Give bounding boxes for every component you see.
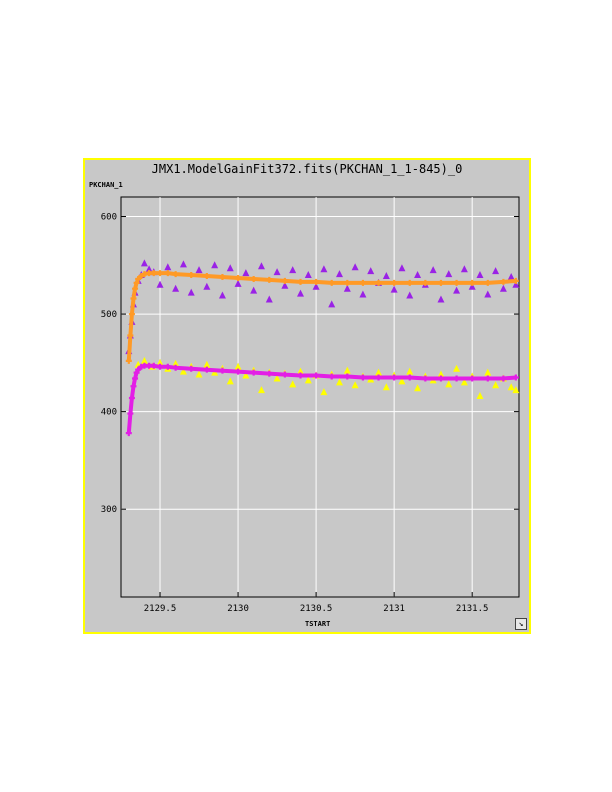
chart: 2129.5 2130 2130.5 2131 2131.5 300 400 500 600 bbox=[101, 196, 520, 614]
series-2-point bbox=[382, 383, 390, 391]
series-2-point bbox=[414, 384, 422, 392]
x-axis-label: TSTART bbox=[305, 620, 331, 628]
series-2-point bbox=[375, 368, 383, 376]
series-2-point bbox=[437, 370, 445, 378]
x-tick-label: 2129.5 bbox=[144, 604, 177, 614]
y-tick-label: 600 bbox=[101, 213, 117, 223]
series-0-point bbox=[437, 295, 445, 303]
series-2-point bbox=[304, 376, 312, 384]
series-0-point bbox=[179, 260, 187, 268]
resize-handle-icon[interactable]: ↘ bbox=[515, 618, 527, 630]
series-0-point bbox=[265, 295, 273, 303]
y-tick-label: 500 bbox=[101, 310, 117, 320]
series-2-point bbox=[351, 381, 359, 389]
x-tick-label: 2131.5 bbox=[456, 604, 489, 614]
series-2-point bbox=[507, 383, 515, 391]
series-0-point bbox=[476, 271, 484, 279]
window-title: JMX1.ModelGainFit372.fits(PKCHAN_1_1-845… bbox=[151, 162, 463, 176]
series-0-point bbox=[382, 272, 390, 280]
plot-frame bbox=[120, 196, 520, 598]
series-1-fit-line bbox=[126, 271, 517, 362]
series-0-point bbox=[453, 286, 461, 294]
series-2-point bbox=[289, 380, 297, 388]
series-2-point bbox=[140, 356, 148, 364]
series-2-point bbox=[406, 367, 414, 375]
series-0-point bbox=[203, 282, 211, 290]
series-0-point bbox=[289, 266, 297, 274]
series-0-point bbox=[484, 290, 492, 298]
series-2-point bbox=[492, 381, 500, 389]
y-tick-label: 300 bbox=[101, 505, 117, 515]
series-2-point bbox=[234, 362, 242, 370]
series-0-point bbox=[257, 262, 265, 270]
series-2-point bbox=[273, 374, 281, 382]
series-0-point bbox=[226, 264, 234, 272]
series-2-point bbox=[203, 360, 211, 368]
series-0-point bbox=[460, 265, 468, 273]
series-2-point bbox=[195, 370, 203, 378]
series-0-point bbox=[320, 265, 328, 273]
x-tick-label: 2130 bbox=[227, 604, 249, 614]
series-0-point bbox=[242, 269, 250, 277]
series-0-point bbox=[211, 261, 219, 269]
series-0-point bbox=[390, 285, 398, 293]
series-2-point bbox=[179, 367, 187, 375]
series-3-fit-line bbox=[126, 363, 517, 434]
series-2-point bbox=[343, 366, 351, 374]
series-0-point bbox=[468, 282, 476, 290]
series-0-point bbox=[304, 271, 312, 279]
series-0-point bbox=[507, 273, 515, 280]
series-0-point bbox=[406, 291, 414, 299]
series-0-point bbox=[343, 284, 351, 292]
series-2-point bbox=[484, 368, 492, 376]
series-2-point bbox=[336, 378, 344, 386]
series-0-point bbox=[296, 289, 304, 297]
plot-panel: JMX1.ModelGainFit372.fits(PKCHAN_1_1-845… bbox=[83, 158, 531, 634]
series-0-point bbox=[429, 266, 437, 274]
x-tick-label: 2131 bbox=[383, 604, 405, 614]
series-0-point bbox=[359, 290, 367, 298]
series-0-point bbox=[250, 286, 258, 294]
series-0-point bbox=[492, 267, 500, 275]
y-axis-label: PKCHAN_1 bbox=[89, 181, 123, 189]
series-0-point bbox=[336, 270, 344, 278]
series-0-point bbox=[145, 265, 153, 273]
series-2-point bbox=[460, 378, 468, 386]
series-0-point bbox=[156, 280, 164, 288]
series-2-point bbox=[172, 359, 180, 367]
series-0-point bbox=[172, 284, 180, 292]
series-0-point bbox=[218, 291, 226, 299]
series-0-point bbox=[499, 284, 507, 292]
series-0-point bbox=[187, 288, 195, 296]
y-tick-label: 400 bbox=[101, 408, 117, 418]
series-0-point bbox=[398, 264, 406, 272]
series-2-point bbox=[156, 358, 164, 366]
series-0-point bbox=[512, 280, 520, 288]
series-0-point bbox=[328, 300, 336, 308]
series-0-point bbox=[312, 282, 320, 290]
series-0-point bbox=[273, 268, 281, 276]
series-2-point bbox=[445, 380, 453, 388]
series-0-point bbox=[351, 263, 359, 271]
series-0-point bbox=[195, 266, 203, 274]
series-0-point bbox=[414, 271, 422, 279]
series-2-point bbox=[257, 386, 265, 394]
series-2-point bbox=[453, 364, 461, 372]
x-tick-label: 2130.5 bbox=[300, 604, 333, 614]
series-0-point bbox=[445, 270, 453, 278]
series-2-point bbox=[226, 377, 234, 385]
series-2-point bbox=[296, 367, 304, 375]
series-2-point bbox=[512, 386, 520, 394]
series-0-point bbox=[140, 259, 148, 267]
series-2-point bbox=[242, 371, 250, 379]
series-0-point bbox=[367, 267, 375, 275]
series-2-point bbox=[398, 377, 406, 385]
series-0-point bbox=[164, 263, 172, 271]
series-0-point bbox=[234, 279, 242, 287]
series-0-point bbox=[281, 281, 289, 289]
series-2-point bbox=[320, 388, 328, 396]
series-2-point bbox=[476, 392, 484, 400]
